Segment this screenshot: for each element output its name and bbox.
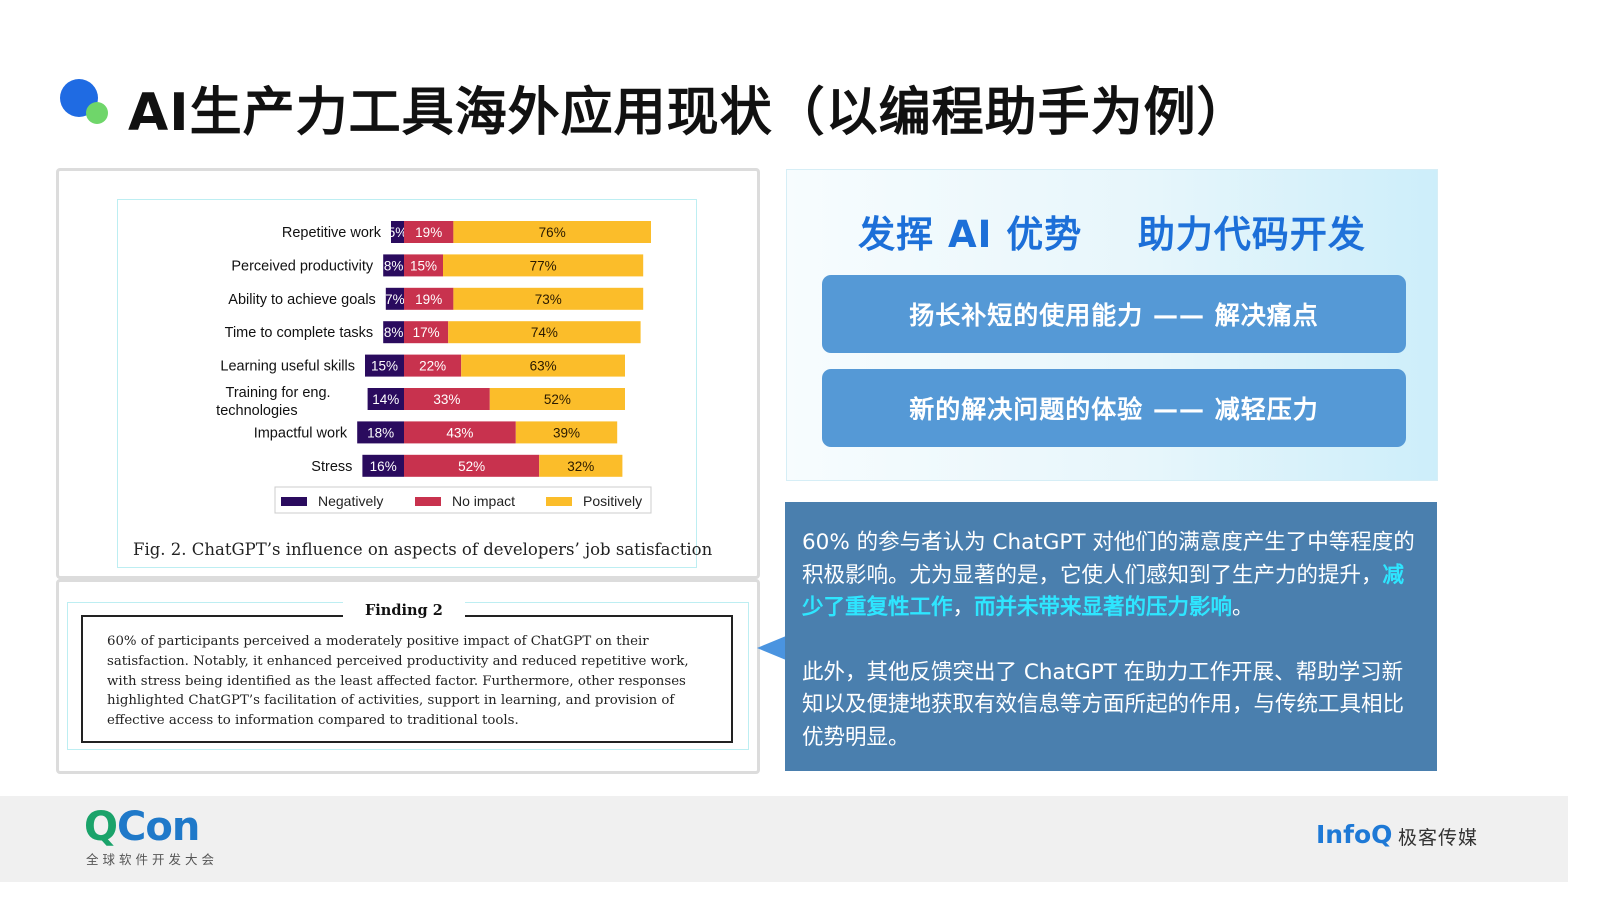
tick-label-stress: Stress	[311, 459, 352, 475]
data-label-no-impact-stress: 52%	[458, 459, 485, 474]
bar-negatively-training-for-eng-technologies	[367, 388, 404, 410]
data-label-negatively-time-to-complete-tasks: 8%	[384, 325, 404, 340]
bar-negatively-ability-to-achieve-goals	[385, 287, 404, 310]
data-label-no-impact-repetitive-work: 19%	[415, 225, 442, 240]
qcon-subtitle: 全球软件开发大会	[86, 852, 219, 867]
summary-note: 60% 的参与者认为 ChatGPT 对他们的满意度产生了中等程度的积极影响。尤…	[785, 502, 1437, 771]
figure-frame	[117, 199, 697, 568]
data-label-no-impact-impactful-work: 43%	[446, 425, 473, 440]
advantage-card: 发挥 AI 优势 助力代码开发 扬长补短的使用能力 —— 解决痛点 新的解决问题…	[786, 169, 1438, 481]
footer: QCon 全球软件开发大会 InfoQ 极客传媒	[0, 796, 1568, 882]
bar-negatively-repetitive-work	[391, 221, 404, 243]
data-label-positively-time-to-complete-tasks: 74%	[531, 325, 558, 340]
data-label-negatively-impactful-work: 18%	[367, 425, 394, 440]
tick-label-time-to-complete-tasks: Time to complete tasks	[225, 325, 374, 341]
figure-caption: Fig. 2. ChatGPT’s influence on aspects o…	[133, 540, 713, 559]
legend-label-negatively: Negatively	[318, 493, 383, 509]
finding-text: 60% of participants perceived a moderate…	[107, 634, 689, 729]
bar-negatively-stress	[362, 454, 404, 477]
bar-no-impact-time-to-complete-tasks	[404, 321, 449, 344]
bar-no-impact-stress	[404, 454, 540, 477]
bar-no-impact-perceived-productivity	[404, 254, 443, 277]
data-label-no-impact-training-for-eng-technologies: 33%	[433, 392, 460, 407]
advantage-pill-reduce-pressure: 新的解决问题的体验 —— 减轻压力	[822, 369, 1406, 447]
bar-no-impact-impactful-work	[404, 421, 516, 444]
infoq-logo: InfoQ	[1316, 820, 1393, 849]
page-title: AI生产力工具海外应用现状（以编程助手为例）	[128, 83, 1250, 143]
data-label-no-impact-ability-to-achieve-goals: 19%	[415, 292, 442, 307]
summary-highlight-1: 减少了重复性工作	[802, 562, 1405, 621]
tick-label-training-for-eng-technologies-line-2: technologies	[216, 403, 297, 419]
data-label-negatively-stress: 16%	[370, 459, 397, 474]
summary-text: 60% 的参与者认为 ChatGPT 对他们的满意度产生了中等程度的积极影响。尤…	[802, 527, 1424, 754]
bar-negatively-time-to-complete-tasks	[383, 321, 404, 344]
finding-title: Finding 2	[343, 602, 465, 619]
qcon-logo-q: Q	[84, 804, 118, 850]
advantage-pill-pain-points: 扬长补短的使用能力 —— 解决痛点	[822, 275, 1406, 353]
summary-p1-b: ，	[952, 595, 975, 620]
data-label-negatively-training-for-eng-technologies: 14%	[372, 392, 399, 407]
data-label-positively-repetitive-work: 76%	[539, 225, 566, 240]
stacked-bar-chart: 5% 19% 76% Repetitive work 8% 15% 77% Perceived…	[216, 221, 652, 514]
data-label-negatively-ability-to-achieve-goals: 7%	[385, 292, 405, 307]
bar-no-impact-training-for-eng-technologies	[404, 388, 490, 410]
summary-p1-a: 60% 的参与者认为 ChatGPT 对他们的满意度产生了中等程度的积极影响。尤…	[802, 530, 1415, 588]
title-dot-green	[86, 102, 108, 124]
tick-label-learning-useful-skills: Learning useful skills	[220, 359, 355, 375]
finding-panel: Finding 2 60% of participants perceived …	[56, 579, 760, 774]
data-label-negatively-learning-useful-skills: 15%	[371, 359, 398, 374]
data-label-positively-training-for-eng-technologies: 52%	[544, 392, 571, 407]
chart-panel: 5% 19% 76% Repetitive work 8% 15% 77% Perceived…	[56, 168, 760, 579]
bar-negatively-impactful-work	[357, 421, 404, 444]
summary-p1-c: 。	[1232, 595, 1254, 620]
data-label-no-impact-time-to-complete-tasks: 17%	[413, 325, 440, 340]
data-label-positively-perceived-productivity: 77%	[530, 258, 557, 273]
data-label-no-impact-perceived-productivity: 15%	[410, 258, 437, 273]
tick-label-impactful-work: Impactful work	[254, 425, 348, 441]
bar-positively-ability-to-achieve-goals	[453, 287, 644, 310]
qcon-logo: QCon	[84, 804, 200, 850]
data-label-positively-ability-to-achieve-goals: 73%	[535, 292, 562, 307]
legend-swatch-negatively	[281, 497, 307, 506]
summary-highlight-2: 而并未带来显著的压力影响	[974, 595, 1233, 620]
data-label-no-impact-learning-useful-skills: 22%	[419, 359, 446, 374]
bar-positively-repetitive-work	[453, 221, 651, 243]
bar-negatively-learning-useful-skills	[365, 354, 404, 377]
legend-box	[274, 486, 652, 514]
legend-swatch-positively	[546, 497, 572, 506]
bar-positively-learning-useful-skills	[461, 354, 625, 377]
tick-label-repetitive-work: Repetitive work	[282, 225, 382, 241]
legend-label-no-impact: No impact	[452, 493, 515, 509]
tick-label-perceived-productivity: Perceived productivity	[231, 258, 374, 274]
data-label-negatively-repetitive-work: 5%	[388, 225, 408, 240]
data-label-positively-impactful-work: 39%	[553, 425, 580, 440]
qcon-logo-con: Con	[117, 804, 200, 850]
data-label-positively-stress: 32%	[567, 459, 594, 474]
note-pointer-icon	[757, 636, 786, 660]
bar-no-impact-learning-useful-skills	[404, 354, 462, 377]
bar-negatively-perceived-productivity	[383, 254, 404, 277]
advantage-heading: 发挥 AI 优势 助力代码开发	[858, 213, 1366, 256]
bar-positively-impactful-work	[515, 421, 618, 444]
bar-no-impact-ability-to-achieve-goals	[404, 287, 454, 310]
data-label-positively-learning-useful-skills: 63%	[530, 359, 557, 374]
bar-positively-stress	[539, 454, 623, 477]
tick-label-ability-to-achieve-goals: Ability to achieve goals	[228, 292, 376, 308]
geekbang-logo: 极客传媒	[1398, 827, 1479, 849]
tick-label-training-for-eng-technologies-line-1: Training for eng.	[226, 385, 331, 401]
bar-positively-time-to-complete-tasks	[448, 321, 641, 344]
bar-positively-perceived-productivity	[443, 254, 644, 277]
legend-swatch-no-impact	[415, 497, 441, 506]
summary-paragraph-1: 60% 的参与者认为 ChatGPT 对他们的满意度产生了中等程度的积极影响。尤…	[802, 527, 1424, 625]
data-label-negatively-perceived-productivity: 8%	[384, 258, 404, 273]
summary-paragraph-2: 此外，其他反馈突出了 ChatGPT 在助力工作开展、帮助学习新知以及便捷地获取…	[802, 659, 1405, 750]
legend-label-positively: Positively	[583, 493, 642, 509]
bar-positively-training-for-eng-technologies	[489, 388, 625, 410]
bar-no-impact-repetitive-work	[404, 221, 454, 243]
